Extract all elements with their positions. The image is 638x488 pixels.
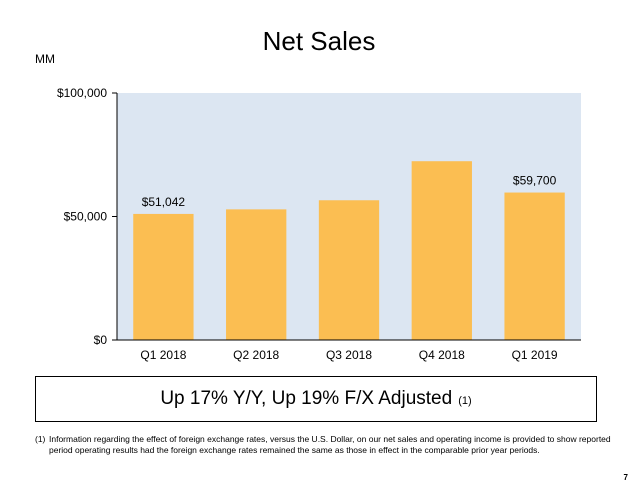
data-label: $59,700 (513, 174, 557, 188)
bar-q3-2018 (318, 200, 380, 340)
x-tick-label: Q1 2019 (512, 348, 558, 362)
footnote: (1) Information regarding the effect of … (35, 434, 625, 456)
footnote-marker: (1) (35, 434, 46, 444)
y-tick-label: $50,000 (64, 210, 108, 224)
x-tick-label: Q2 2018 (233, 348, 279, 362)
unit-label: MM (35, 52, 55, 66)
page-title: Net Sales (262, 26, 376, 56)
x-tick-label: Q3 2018 (326, 348, 372, 362)
bar-q1-2019 (504, 192, 565, 340)
data-label: $51,042 (142, 195, 186, 209)
footnote-text: Information regarding the effect of fore… (49, 434, 611, 455)
bar-q2-2018 (226, 209, 287, 340)
y-tick-label: $100,000 (57, 86, 107, 100)
bar-q1-2018 (133, 213, 194, 340)
summary-text: Up 17% Y/Y, Up 19% F/X Adjusted (160, 388, 453, 409)
y-tick-label: $0 (94, 333, 108, 347)
net-sales-bar-chart: $51,042 Q1 2018 Q2 2018 Q3 2018 Q4 2018 $59,7… (57, 86, 581, 362)
summary-box: Up 17% Y/Y, Up 19% F/X Adjusted (1) (35, 376, 597, 422)
x-tick-label: Q1 2018 (140, 348, 186, 362)
summary-footnote-marker: (1) (458, 395, 472, 407)
bar-q4-2018 (411, 161, 472, 340)
x-tick-label: Q4 2018 (419, 348, 465, 362)
page-number: 7 (623, 473, 628, 482)
